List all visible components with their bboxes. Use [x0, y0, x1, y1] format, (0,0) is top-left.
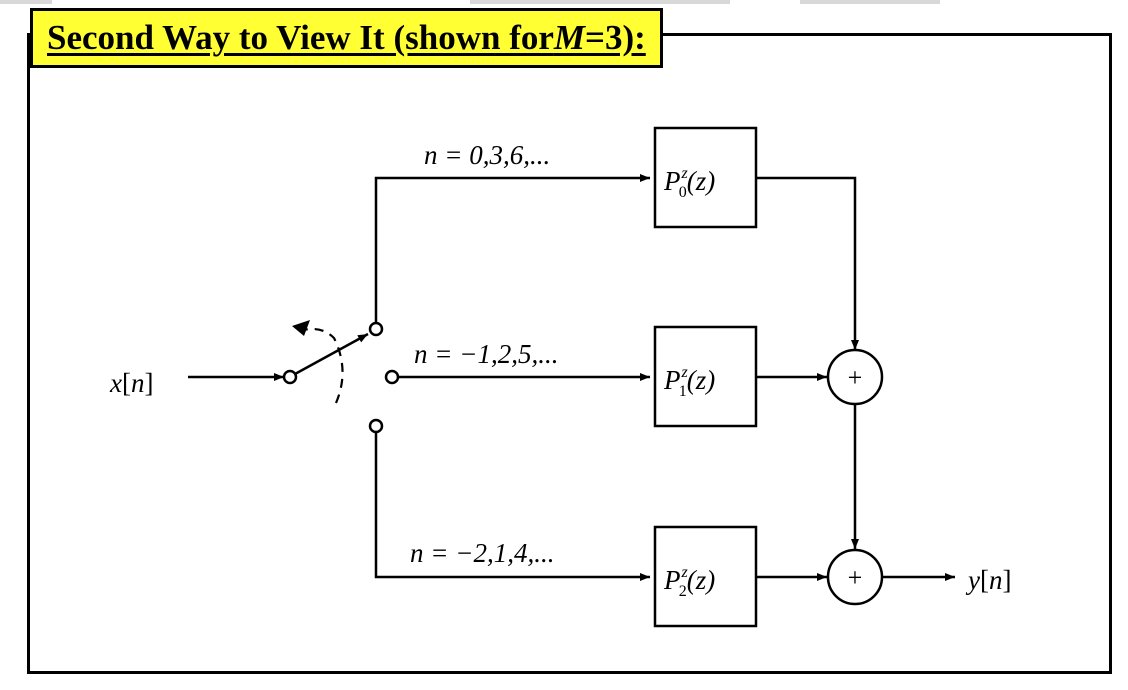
filter-box-1: Pz 1(z) [653, 325, 758, 428]
branch-2-line [374, 432, 650, 581]
svg-text:Pz2(z): Pz 2(z) [663, 564, 715, 600]
branch-0-line [374, 174, 650, 323]
title-suffix: =3): [585, 18, 646, 57]
page-title: Second Way to View It (shown for M =3): [30, 8, 663, 68]
branch-1-label: n = −1,2,5,... [414, 339, 558, 369]
svg-text:Pz0(z): Pz 0(z) [663, 165, 715, 201]
svg-text:+: + [848, 363, 863, 392]
adder-1: + [826, 348, 884, 406]
top-strip [0, 0, 1128, 8]
adder-2: + [826, 548, 884, 606]
output-label: y[n] [965, 565, 1011, 595]
svg-text:+: + [848, 563, 863, 592]
input-label: x[n] [109, 368, 153, 398]
title-prefix: Second Way to View It (shown for [47, 18, 554, 57]
filter-box-0: Pz 0(z) [653, 126, 758, 229]
filter-box-2: Pz 2(z) [653, 525, 758, 628]
branch-2-label: n = −2,1,4,... [410, 538, 554, 568]
svg-text:Pz1(z): Pz 1(z) [663, 364, 715, 400]
commutator-switch [282, 320, 400, 434]
title-variable: M [553, 18, 586, 57]
filter-0-output-line [756, 176, 859, 350]
branch-0-label: n = 0,3,6,... [424, 140, 550, 170]
